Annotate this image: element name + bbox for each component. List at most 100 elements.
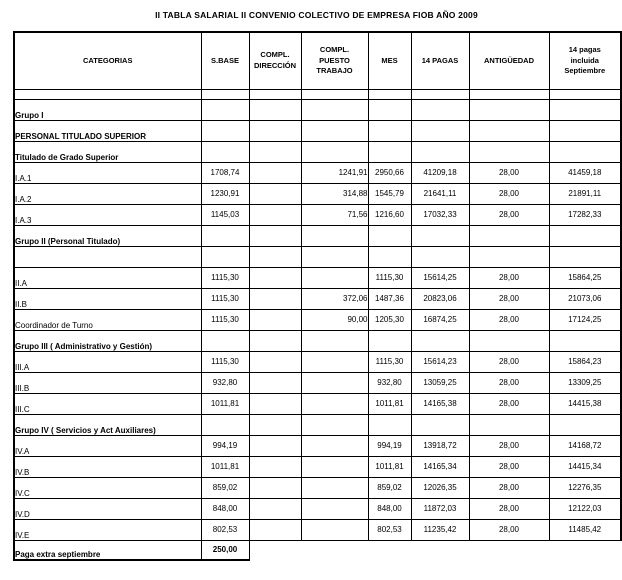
- table-row-iv-c: IV.C 859,02 859,02 12026,35 28,00 12276,35: [13, 476, 622, 499]
- cell-antiguedad: 28,00: [468, 182, 550, 205]
- cell-sbase: 1115,30: [200, 287, 250, 310]
- cell-pagas14-sept: 17124,25: [548, 308, 622, 331]
- cell-compl-direccion: [248, 287, 302, 310]
- cell-pagas14-sept: [548, 98, 622, 121]
- cell-mes: 859,02: [367, 476, 412, 499]
- table-row-i-a-1: I.A.1 1708,74 1241,91 2950,66 41209,18 28,00 4…: [13, 161, 622, 184]
- cell-compl-puesto: [300, 266, 369, 289]
- cell-antiguedad: [468, 413, 550, 436]
- cell-compl-puesto: [300, 350, 369, 373]
- cell-sbase: [200, 413, 250, 436]
- cell-compl-puesto: [300, 371, 369, 394]
- cell-sbase: 1708,74: [200, 161, 250, 184]
- cell-antiguedad: 28,00: [468, 518, 550, 541]
- cell-pagas14-sept: 14415,34: [548, 455, 622, 478]
- cell-pagas14: [410, 224, 470, 247]
- cell-compl-direccion: [248, 224, 302, 247]
- cell-categorias: Grupo I: [13, 98, 202, 121]
- cell-pagas14-sept: 21891,11: [548, 182, 622, 205]
- cell-compl-puesto: 1241,91: [300, 161, 369, 184]
- table-row-ii-b: II.B 1115,30 372,06 1487,36 20823,06 28,00 210…: [13, 287, 622, 310]
- cell-sbase: 932,80: [200, 371, 250, 394]
- cell-compl-direccion: [248, 392, 302, 415]
- cell-mes: 1205,30: [367, 308, 412, 331]
- cell-mes: [367, 224, 412, 247]
- table-row-grupo-i: Grupo I: [13, 98, 622, 121]
- cell-sbase: [200, 88, 250, 100]
- cell-mes: 932,80: [367, 371, 412, 394]
- cell-compl-puesto: 372,06: [300, 287, 369, 310]
- cell-pagas14-sept: 15864,23: [548, 350, 622, 373]
- table-row-iv-a: IV.A 994,19 994,19 13918,72 28,00 14168,72: [13, 434, 622, 457]
- cell-pagas14-sept: 41459,18: [548, 161, 622, 184]
- cell-antiguedad: [468, 224, 550, 247]
- cell-compl-puesto: [300, 392, 369, 415]
- cell-compl-puesto: [300, 119, 369, 142]
- column-header-categorias: CATEGORIAS: [13, 31, 202, 90]
- cell-pagas14: [410, 119, 470, 142]
- cell-antiguedad: 28,00: [468, 308, 550, 331]
- cell-compl-direccion: [248, 476, 302, 499]
- cell-sbase: 1011,81: [200, 455, 250, 478]
- cell-sbase: 848,00: [200, 497, 250, 520]
- cell-categorias: Titulado de Grado Superior: [13, 140, 202, 163]
- cell-compl-puesto: [300, 98, 369, 121]
- cell-compl-direccion: [248, 434, 302, 457]
- cell-pagas14-sept: 14415,38: [548, 392, 622, 415]
- column-header-pagas14-sept: 14 pagas incluida Septiembre: [548, 31, 622, 90]
- cell-antiguedad: 28,00: [468, 476, 550, 499]
- cell-antiguedad: [468, 245, 550, 268]
- cell-categorias: I.A.3: [13, 203, 202, 226]
- cell-sbase: [200, 245, 250, 268]
- cell-compl-direccion: [248, 119, 302, 142]
- cell-compl-puesto: 71,56: [300, 203, 369, 226]
- cell-sbase: [200, 98, 250, 121]
- table-row-coordinador-de-turno: Coordinador de Turno 1115,30 90,00 1205,30 1…: [13, 308, 622, 331]
- cell-compl-puesto: [300, 245, 369, 268]
- cell-pagas14-sept: [548, 88, 622, 100]
- cell-categorias: IV.C: [13, 476, 202, 499]
- cell-pagas14-sept: [548, 413, 622, 436]
- cell-sbase: [200, 329, 250, 352]
- cell-categorias: II.B: [13, 287, 202, 310]
- empty-region: [249, 540, 621, 560]
- cell-mes: 1115,30: [367, 266, 412, 289]
- cell-sbase: [200, 224, 250, 247]
- cell-pagas14-sept: 11485,42: [548, 518, 622, 541]
- column-header-antiguedad: ANTIGÜEDAD: [468, 31, 550, 90]
- cell-compl-puesto: [300, 434, 369, 457]
- cell-pagas14-sept: [548, 224, 622, 247]
- cell-pagas14: 13918,72: [410, 434, 470, 457]
- cell-antiguedad: 28,00: [468, 434, 550, 457]
- cell-categorias: IV.D: [13, 497, 202, 520]
- cell-mes: [367, 245, 412, 268]
- cell-compl-puesto: [300, 476, 369, 499]
- cell-pagas14: [410, 98, 470, 121]
- cell-antiguedad: 28,00: [468, 392, 550, 415]
- cell-antiguedad: 28,00: [468, 287, 550, 310]
- cell-antiguedad: [468, 140, 550, 163]
- cell-compl-direccion: [248, 497, 302, 520]
- cell-antiguedad: [468, 88, 550, 100]
- cell-antiguedad: [468, 119, 550, 142]
- cell-compl-direccion: [248, 140, 302, 163]
- cell-pagas14: 41209,18: [410, 161, 470, 184]
- cell-mes: 1216,60: [367, 203, 412, 226]
- table-row-iv-e: IV.E 802,53 802,53 11235,42 28,00 11485,42: [13, 518, 622, 541]
- cell-compl-puesto: 314,88: [300, 182, 369, 205]
- table-row-grupo-iii-administrativo-y-gesti-n: Grupo III ( Administrativo y Gestión): [13, 329, 622, 352]
- cell-categorias: [13, 245, 202, 268]
- table-row-paga-extra-septiembre: Paga extra septiembre 250,00: [13, 539, 621, 561]
- cell-compl-direccion: [248, 266, 302, 289]
- cell-compl-puesto: [300, 88, 369, 100]
- cell-pagas14: 11872,03: [410, 497, 470, 520]
- cell-categorias: Grupo IV ( Servicios y Act Auxiliares): [13, 413, 202, 436]
- cell-categorias: III.C: [13, 392, 202, 415]
- cell-compl-direccion: [248, 308, 302, 331]
- cell-pagas14: 17032,33: [410, 203, 470, 226]
- document-title: II TABLA SALARIAL II CONVENIO COLECTIVO …: [155, 10, 478, 20]
- cell-mes: 1011,81: [367, 455, 412, 478]
- cell-mes: [367, 119, 412, 142]
- cell-mes: 1545,79: [367, 182, 412, 205]
- cell-pagas14-sept: 15864,25: [548, 266, 622, 289]
